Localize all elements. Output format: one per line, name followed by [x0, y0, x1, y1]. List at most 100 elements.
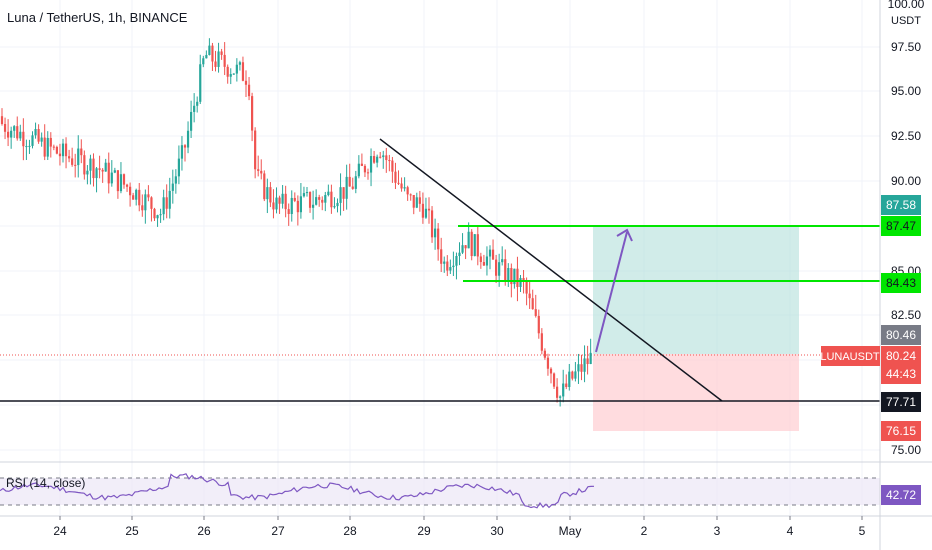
candle[interactable] [382, 150, 385, 169]
candle[interactable] [180, 136, 184, 171]
candle[interactable] [22, 118, 25, 161]
candle[interactable] [488, 245, 492, 270]
rsi-line[interactable] [0, 473, 595, 509]
candle[interactable] [354, 170, 357, 194]
candle[interactable] [440, 237, 443, 273]
candle[interactable] [150, 196, 153, 222]
candle[interactable] [247, 77, 251, 101]
candle[interactable] [287, 203, 290, 226]
candle[interactable] [186, 121, 190, 154]
candle[interactable] [376, 154, 379, 168]
candle[interactable] [0, 108, 4, 126]
candle[interactable] [531, 289, 534, 310]
price-axis[interactable]: 100.0097.5095.0092.5090.0085.0082.5075.0… [888, 0, 925, 457]
rsi-indicator-label[interactable]: RSI (14, close) [6, 476, 86, 490]
candle[interactable] [52, 144, 55, 151]
candle[interactable] [406, 185, 409, 201]
candle[interactable] [171, 169, 174, 204]
candle[interactable] [235, 58, 238, 82]
candle[interactable] [330, 184, 333, 214]
candle[interactable] [263, 170, 266, 202]
candle[interactable] [473, 233, 476, 257]
candle[interactable] [34, 122, 37, 139]
candle[interactable] [452, 251, 455, 277]
candle[interactable] [162, 189, 165, 221]
candle[interactable] [83, 150, 86, 180]
candle[interactable] [141, 194, 144, 217]
candle[interactable] [315, 189, 318, 206]
candle[interactable] [479, 252, 482, 269]
candle[interactable] [470, 229, 473, 261]
candle[interactable] [305, 187, 309, 197]
candle[interactable] [119, 162, 123, 194]
candle[interactable] [43, 124, 46, 161]
candle[interactable] [324, 191, 327, 212]
candle[interactable] [394, 162, 397, 190]
candle[interactable] [360, 153, 363, 167]
candle[interactable] [507, 263, 510, 288]
candle[interactable] [391, 156, 394, 183]
candle[interactable] [122, 173, 126, 189]
candle[interactable] [254, 127, 257, 179]
candle[interactable] [229, 68, 232, 85]
candle[interactable] [174, 169, 177, 194]
candle[interactable] [418, 190, 421, 212]
candle[interactable] [589, 338, 592, 365]
candle[interactable] [385, 147, 388, 173]
candle[interactable] [464, 245, 467, 260]
candle[interactable] [290, 190, 293, 222]
candle[interactable] [415, 192, 418, 209]
candle[interactable] [37, 124, 40, 144]
trendline[interactable] [379, 138, 723, 402]
candle[interactable] [403, 177, 406, 192]
candle[interactable] [220, 48, 223, 60]
candle[interactable] [412, 194, 415, 215]
candle[interactable] [369, 148, 373, 187]
candle[interactable] [400, 177, 403, 192]
candle[interactable] [397, 170, 400, 186]
candle[interactable] [516, 256, 519, 302]
candle[interactable] [321, 196, 324, 211]
candle[interactable] [28, 139, 31, 154]
candle[interactable] [501, 246, 504, 266]
candle[interactable] [40, 132, 43, 147]
candle[interactable] [71, 147, 74, 167]
loss-zone[interactable] [593, 354, 799, 431]
candle[interactable] [546, 353, 550, 376]
candle[interactable] [125, 183, 129, 192]
candle[interactable] [565, 374, 568, 390]
candle[interactable] [25, 139, 28, 160]
candle[interactable] [580, 354, 583, 381]
candle[interactable] [89, 154, 92, 185]
candle[interactable] [528, 281, 531, 309]
candle[interactable] [232, 73, 235, 75]
candle[interactable] [177, 145, 180, 185]
candle[interactable] [61, 138, 65, 163]
candle[interactable] [455, 252, 458, 280]
candle[interactable] [351, 177, 354, 190]
candle[interactable] [571, 370, 574, 381]
candle[interactable] [199, 54, 202, 105]
candle[interactable] [7, 119, 10, 147]
candle[interactable] [342, 187, 345, 211]
tag-symbol[interactable]: LUNAUSDT [820, 346, 880, 366]
candle[interactable] [336, 198, 339, 213]
candle[interactable] [583, 345, 586, 383]
candle[interactable] [409, 193, 412, 201]
candle[interactable] [348, 163, 351, 187]
candle[interactable] [193, 93, 196, 123]
candle[interactable] [278, 195, 281, 214]
candle[interactable] [113, 167, 116, 174]
candle[interactable] [16, 116, 19, 141]
candle[interactable] [556, 378, 559, 403]
candle[interactable] [446, 255, 449, 277]
candle[interactable] [543, 348, 546, 360]
candle[interactable] [424, 197, 428, 219]
candle[interactable] [293, 192, 296, 203]
candle[interactable] [495, 254, 498, 284]
candle[interactable] [318, 194, 321, 207]
projection-arrow[interactable] [595, 228, 633, 353]
candle[interactable] [482, 254, 485, 266]
candle[interactable] [260, 159, 263, 180]
